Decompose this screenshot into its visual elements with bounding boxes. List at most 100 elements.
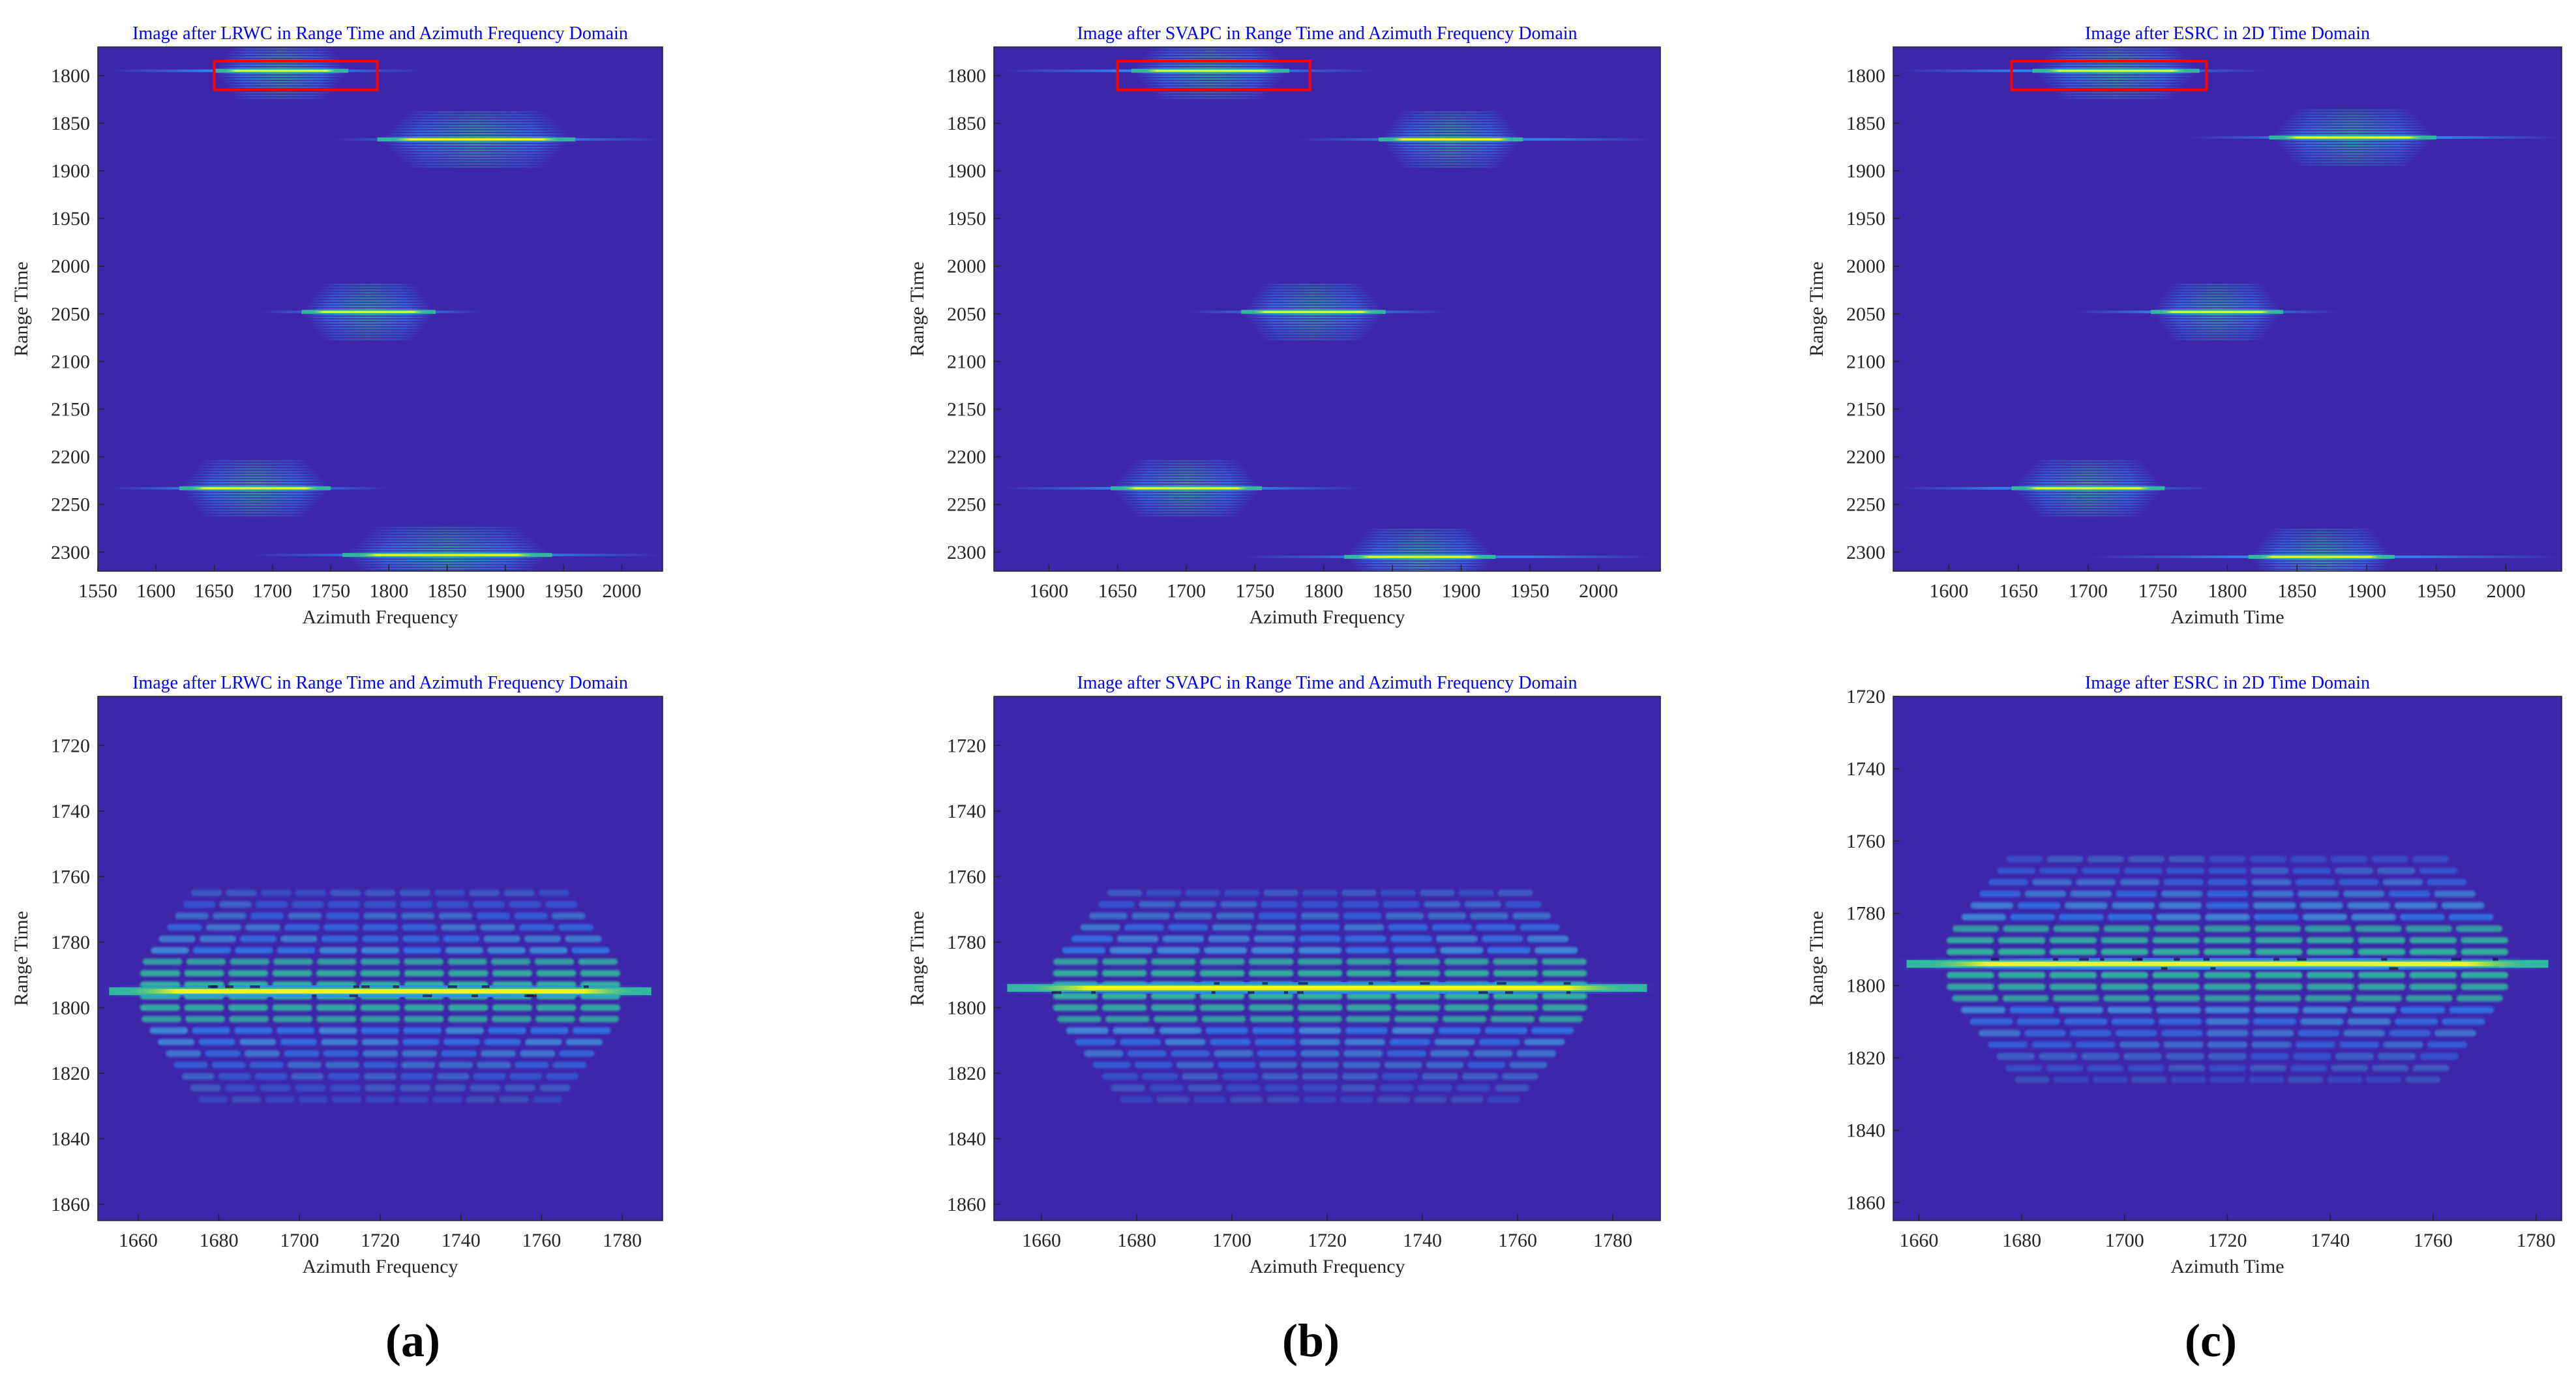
sidelobe-row: [2275, 128, 2430, 130]
x-tick-label: 1760: [2414, 1230, 2453, 1251]
x-tick-label: 1600: [136, 580, 175, 602]
sidelobe-row: [2252, 561, 2391, 563]
sidelobe-row: [2037, 64, 2195, 67]
x-tick-label: 1720: [2208, 1230, 2247, 1251]
sidelobe-dash: [1075, 1039, 1116, 1046]
sidelobe-row: [396, 157, 557, 160]
sidelobe-row: [1384, 130, 1518, 132]
y-tick-label: 1800: [1846, 65, 1885, 87]
sidelobe-dash: [504, 1084, 536, 1091]
sidelobe-dash: [192, 947, 232, 954]
sidelobe-dash: [520, 1050, 556, 1057]
sidelobe-dash: [1297, 1004, 1343, 1011]
sidelobe-row: [230, 94, 333, 97]
sidelobe-dash: [331, 1096, 362, 1103]
sidelobe-row: [1356, 539, 1484, 542]
sidelobe-dash: [362, 924, 398, 931]
sidelobe-row: [1382, 143, 1520, 146]
x-tick-label: 1700: [1167, 580, 1206, 602]
sidelobe-row: [1150, 94, 1270, 97]
sidelobe-dash: [240, 935, 277, 942]
sidelobe-dash: [476, 912, 511, 919]
null-spot: [447, 985, 457, 988]
sidelobe-row: [1360, 534, 1480, 536]
sidelobe-dash: [2343, 890, 2385, 897]
sidelobe-dash: [509, 901, 541, 908]
null-spot: [1248, 991, 1255, 994]
target-response: [1241, 528, 1654, 571]
sidelobe-dash: [205, 1050, 241, 1057]
y-axis-label: Range Time: [10, 911, 32, 1006]
sidelobe-dash: [1101, 1073, 1139, 1080]
sidelobe-dash: [2092, 1076, 2128, 1083]
sidelobe-dash: [295, 1084, 326, 1091]
sidelobe-dash: [1392, 1027, 1435, 1034]
sidelobe-row: [218, 64, 345, 67]
sidelobe-dash: [2331, 855, 2368, 863]
sidelobe-row: [2034, 67, 2198, 69]
sidelobe-dash: [1342, 1062, 1381, 1069]
sidelobe-row: [2039, 78, 2193, 80]
sidelobe-row: [1997, 867, 2458, 874]
sidelobe-dash: [2204, 937, 2251, 944]
sidelobe-dash: [2306, 948, 2354, 955]
x-axis-label: Azimuth Frequency: [1249, 606, 1405, 628]
sidelobe-dash: [2205, 913, 2250, 921]
sidelobe-row: [1946, 972, 2509, 979]
sidelobe-dash: [2152, 983, 2200, 990]
sidelobe-row: [401, 113, 552, 116]
sidelobe-dash: [559, 1050, 595, 1057]
y-tick-label: 2200: [51, 447, 90, 468]
sidelobe-dash: [514, 912, 548, 919]
sidelobe-dash: [2119, 1041, 2160, 1048]
sidelobe-row: [316, 289, 421, 291]
y-tick-label: 1800: [51, 997, 90, 1018]
sidelobe-row: [1253, 327, 1374, 329]
sidelobe-dash: [191, 889, 222, 897]
sidelobe-dash: [1173, 912, 1212, 919]
x-tick-label: 1850: [1373, 580, 1412, 602]
sidelobe-row: [1951, 995, 2504, 1002]
sidelobe-dash: [218, 1073, 251, 1080]
sidelobe-dash: [578, 1015, 619, 1022]
sidelobe-row: [2041, 80, 2191, 83]
sidelobe-dash: [2103, 995, 2150, 1002]
sidelobe-row: [187, 476, 323, 479]
y-tick-label: 1800: [51, 65, 90, 87]
sidelobe-row: [398, 116, 554, 119]
sidelobe-row: [1996, 1053, 2459, 1060]
sidelobe-row: [181, 1073, 579, 1080]
sidelobe-row: [157, 1039, 603, 1046]
sidelobe-row: [396, 119, 557, 121]
sidelobe-dash: [1208, 935, 1250, 942]
sidelobe-dash: [175, 912, 209, 919]
sidelobe-dash: [2298, 1030, 2340, 1037]
sidelobe-row: [2152, 308, 2282, 310]
sidelobe-dash: [1946, 983, 1994, 990]
x-tick-label: 1850: [428, 580, 467, 602]
sidelobe-dash: [158, 935, 196, 942]
sidelobe-dash: [2163, 1041, 2204, 1048]
y-tick-label: 1900: [51, 160, 90, 182]
sidelobe-row: [1152, 97, 1268, 99]
sidelobe-dash: [272, 970, 312, 977]
sidelobe-row: [1142, 56, 1279, 58]
x-tick-label: 1900: [2347, 580, 2386, 602]
sidelobe-dash: [1386, 1050, 1426, 1057]
sidelobe-dash: [1960, 1006, 2006, 1013]
sidelobe-dash: [2101, 937, 2149, 944]
sidelobe-dash: [2254, 995, 2301, 1002]
sidelobe-row: [200, 460, 310, 462]
sidelobe-dash: [1450, 1096, 1484, 1103]
sidelobe-row: [191, 503, 319, 506]
sidelobe-dash: [572, 1027, 611, 1034]
sidelobe-row: [1053, 1004, 1587, 1011]
sidelobe-dash: [2206, 902, 2249, 909]
sidelobe-dash: [1214, 1050, 1253, 1057]
sidelobe-dash: [2168, 1064, 2206, 1071]
sidelobe-dash: [1156, 1096, 1190, 1103]
sidelobe-row: [303, 308, 434, 310]
sidelobe-dash: [480, 924, 516, 931]
sidelobe-row: [187, 498, 323, 501]
sidelobe-dash: [2347, 1018, 2391, 1025]
